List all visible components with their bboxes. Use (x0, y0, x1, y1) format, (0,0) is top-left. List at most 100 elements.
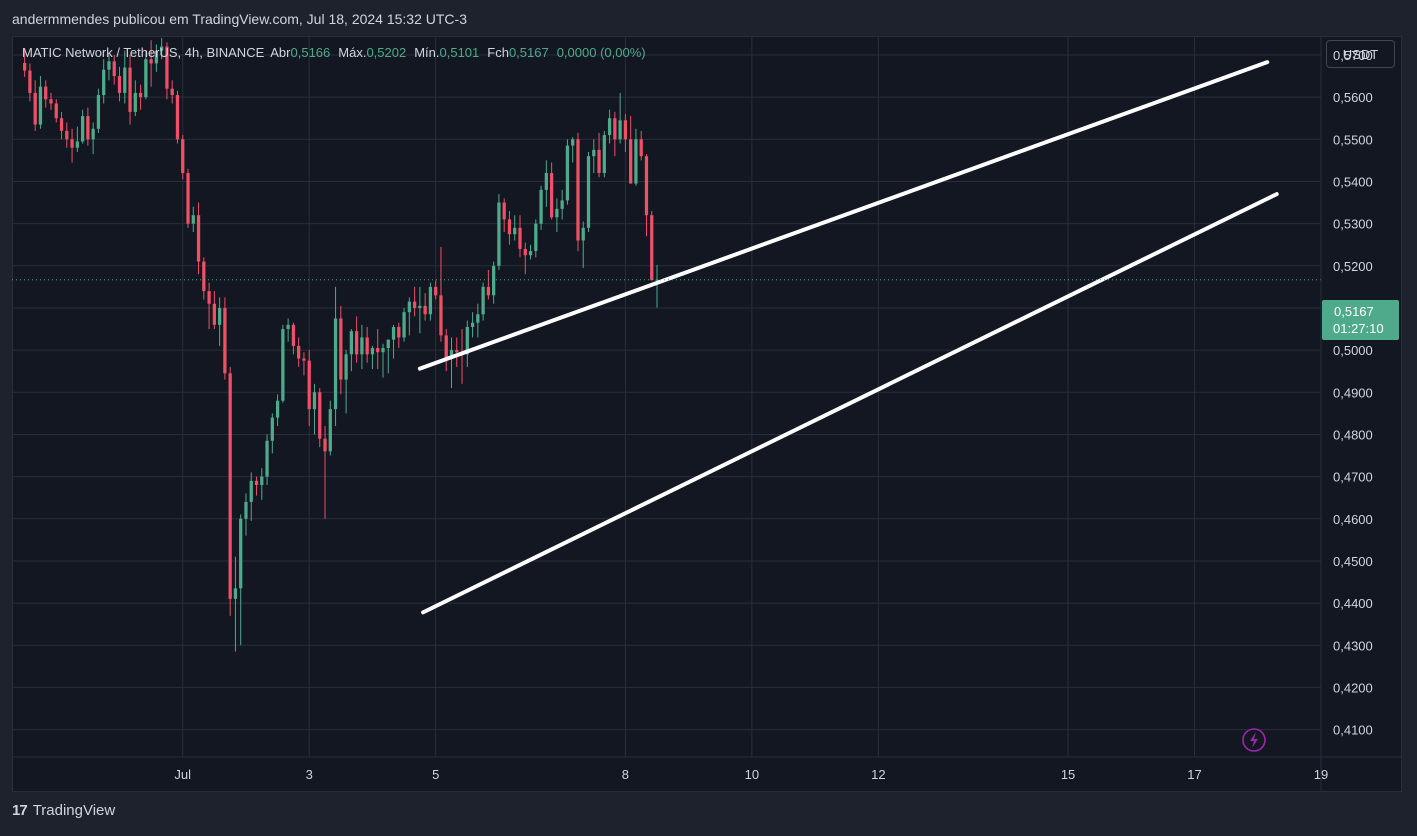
price-badge-box (1322, 300, 1399, 340)
symbol-name[interactable]: MATIC Network / TetherUS, 4h, BINANCE (22, 45, 265, 60)
time-tick-label: 12 (871, 767, 885, 782)
candle-body (23, 62, 27, 71)
candle-body (507, 219, 512, 235)
candle-body (407, 301, 411, 313)
price-tick-label: 0,4600 (1333, 512, 1373, 527)
time-axis[interactable]: Jul 3 5 8 10 12 15 17 19 (174, 767, 1328, 782)
price-tick-label: 0,5600 (1333, 90, 1373, 105)
candle-body (412, 301, 417, 308)
footer-brand[interactable]: 17 TradingView (12, 802, 115, 819)
candle-body (107, 61, 111, 70)
candle-body (486, 286, 491, 296)
price-tick-label: 0,5200 (1333, 259, 1373, 274)
candle-body (260, 476, 264, 486)
candle-body (539, 189, 543, 224)
price-tick-label: 0,5700 (1333, 48, 1373, 63)
candle-body (265, 440, 269, 477)
candle-body (565, 145, 570, 201)
candle-body (38, 86, 43, 125)
candle-body (254, 480, 259, 486)
price-tick-label: 0,5500 (1333, 132, 1373, 147)
candle-body (144, 59, 148, 98)
open-value: 0,5166 (290, 45, 331, 60)
price-tick-label: 0,4700 (1333, 470, 1373, 485)
candle-body (513, 227, 517, 235)
candle-body (59, 118, 64, 131)
candle-body (639, 139, 643, 157)
candle-body (207, 291, 211, 304)
candle-body (96, 95, 101, 129)
publisher-header: andermmendes publicou em TradingView.com… (0, 0, 1417, 36)
candle-body (439, 295, 443, 336)
candle-body (54, 103, 58, 119)
candle-body (239, 518, 243, 589)
candle-body (629, 139, 633, 184)
channel-trendline[interactable] (417, 60, 1270, 371)
candle-body (49, 99, 53, 104)
time-tick-label: Jul (174, 767, 191, 782)
price-tick-label: 0,5000 (1333, 343, 1373, 358)
low-value: 0,5101 (439, 45, 480, 60)
candle-body (481, 286, 485, 315)
candle-body (302, 358, 306, 361)
candle-body (418, 305, 422, 308)
time-tick-label: 10 (745, 767, 759, 782)
close-label: Fch (487, 45, 509, 60)
candle-body (244, 501, 248, 519)
candle-body (233, 588, 238, 599)
candle-body (217, 307, 222, 325)
candle-body (560, 200, 564, 209)
candle-body (191, 215, 195, 224)
candle-body (33, 92, 37, 125)
candle-body (650, 215, 654, 281)
high-value: 0,5202 (366, 45, 407, 60)
candle-body (297, 345, 301, 359)
candle-body (328, 409, 332, 452)
candle-body (549, 173, 554, 218)
candle-body (576, 139, 580, 241)
candle-body (613, 118, 617, 140)
candle-body (128, 67, 132, 112)
publisher-line: andermmendes publicou em TradingView.com… (12, 11, 467, 27)
candle-body (492, 265, 496, 296)
chart-frame[interactable] (12, 36, 1402, 792)
candle-body (196, 215, 201, 262)
flash-icon[interactable] (1242, 728, 1266, 752)
time-tick-label: 8 (622, 767, 629, 782)
candle-body (360, 337, 364, 355)
candle-body (455, 350, 459, 353)
candle-body (544, 173, 548, 190)
candle-body (91, 128, 95, 140)
price-tick-label: 0,5400 (1333, 174, 1373, 189)
trendlines[interactable] (417, 60, 1279, 615)
candle-body (138, 92, 143, 98)
candle-body (502, 202, 506, 220)
time-tick-label: 5 (432, 767, 439, 782)
candle-body (602, 135, 606, 174)
grid-lines (12, 36, 1322, 757)
candle-body (344, 354, 348, 380)
symbol-legend: MATIC Network / TetherUS, 4h, BINANCE Abr… (22, 45, 654, 60)
price-badge-countdown: 01:27:10 (1333, 321, 1384, 336)
change-value: 0,0000 (0,00%) (556, 45, 646, 60)
candle-body (465, 326, 469, 355)
price-axis[interactable]: 0,5700 0,5600 0,5500 0,5400 0,5300 0,5200 0,51… (1333, 48, 1373, 738)
candle-body (397, 326, 401, 338)
candle-body (523, 248, 527, 256)
candle-body (391, 326, 396, 340)
candles (23, 38, 659, 652)
candle-body (318, 392, 322, 439)
candle-body (165, 46, 169, 89)
candle-body (228, 373, 232, 599)
channel-trendline[interactable] (421, 192, 1279, 615)
currency-button[interactable]: USDT (1326, 40, 1395, 68)
candle-body (202, 261, 206, 292)
price-tick-label: 0,4800 (1333, 427, 1373, 442)
price-tick-label: 0,4100 (1333, 723, 1373, 738)
candle-body (339, 318, 343, 380)
price-badge-value: 0,5167 (1334, 304, 1374, 319)
candle-body (607, 118, 612, 136)
close-value: 0,5167 (508, 45, 549, 60)
open-label: Abr (270, 45, 291, 60)
